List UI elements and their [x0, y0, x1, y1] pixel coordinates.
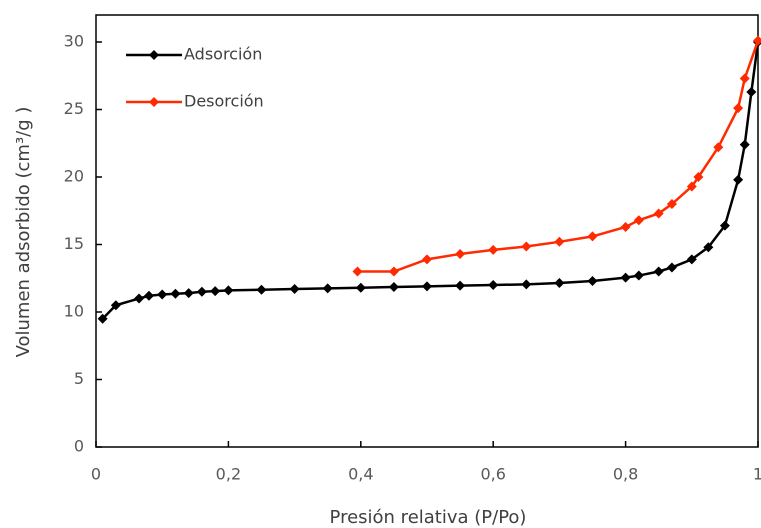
y-tick-label: 0 [74, 437, 84, 456]
data-point [183, 288, 194, 299]
data-point [355, 282, 366, 293]
data-point [455, 280, 466, 291]
series-line [101, 41, 760, 320]
data-point [488, 280, 499, 290]
x-tick-label: 1 [753, 465, 761, 484]
legend-marker [149, 97, 159, 107]
data-point [719, 220, 730, 231]
y-tick-label: 30 [64, 32, 84, 51]
data-point [686, 254, 697, 265]
data-point [322, 283, 333, 294]
data-point [686, 181, 697, 192]
data-point [733, 174, 744, 185]
x-tick-label: 0,6 [480, 465, 505, 484]
data-point [587, 275, 598, 286]
x-tick-label: 0 [91, 465, 101, 484]
data-point [633, 215, 644, 226]
data-point [210, 286, 221, 297]
legend-marker [149, 50, 159, 60]
data-point [739, 139, 750, 150]
data-point [554, 277, 565, 288]
x-tick-label: 0,4 [348, 465, 373, 484]
series-line [357, 40, 760, 273]
plot-frame [95, 14, 759, 448]
data-point [653, 208, 664, 219]
data-point [703, 242, 714, 253]
data-point [488, 244, 499, 255]
data-point [620, 272, 631, 283]
data-point [256, 284, 267, 295]
legend-label: Desorción [184, 92, 264, 111]
data-point [739, 73, 750, 84]
data-point [746, 86, 757, 97]
data-point [587, 231, 598, 242]
data-point [753, 35, 761, 46]
data-point [633, 270, 644, 281]
y-tick-label: 5 [74, 369, 84, 388]
y-tick-label: 25 [64, 99, 84, 118]
y-tick-label: 20 [64, 167, 84, 186]
y-tick-label: 10 [64, 302, 84, 321]
data-point [352, 266, 363, 277]
data-point [134, 293, 145, 304]
data-point [157, 289, 168, 300]
data-point [666, 199, 677, 209]
x-axis-title: Presión relativa (P/Po) [330, 507, 527, 528]
data-point [422, 254, 432, 265]
data-point [733, 103, 744, 114]
data-point [196, 286, 207, 297]
data-point [554, 236, 565, 247]
legend-label: Adsorción [184, 45, 262, 64]
data-point [388, 282, 399, 293]
data-point [170, 288, 181, 299]
data-point [289, 284, 300, 295]
data-point [97, 313, 108, 324]
data-point [653, 266, 664, 277]
x-tick-label: 0,8 [613, 465, 638, 484]
data-point [666, 262, 677, 273]
x-tick-label: 0,2 [216, 465, 241, 484]
data-point [620, 221, 631, 232]
data-point [143, 290, 154, 301]
data-point [223, 285, 234, 296]
data-point [422, 281, 432, 292]
data-point [521, 279, 532, 290]
data-point [693, 172, 704, 182]
y-tick-label: 15 [64, 234, 84, 253]
data-point [388, 266, 399, 277]
data-point [521, 241, 532, 252]
data-point [713, 142, 724, 153]
data-point [110, 300, 121, 311]
y-axis-title: Volumen adsorbido (cm³/g ) [13, 107, 34, 358]
data-point [455, 248, 466, 259]
